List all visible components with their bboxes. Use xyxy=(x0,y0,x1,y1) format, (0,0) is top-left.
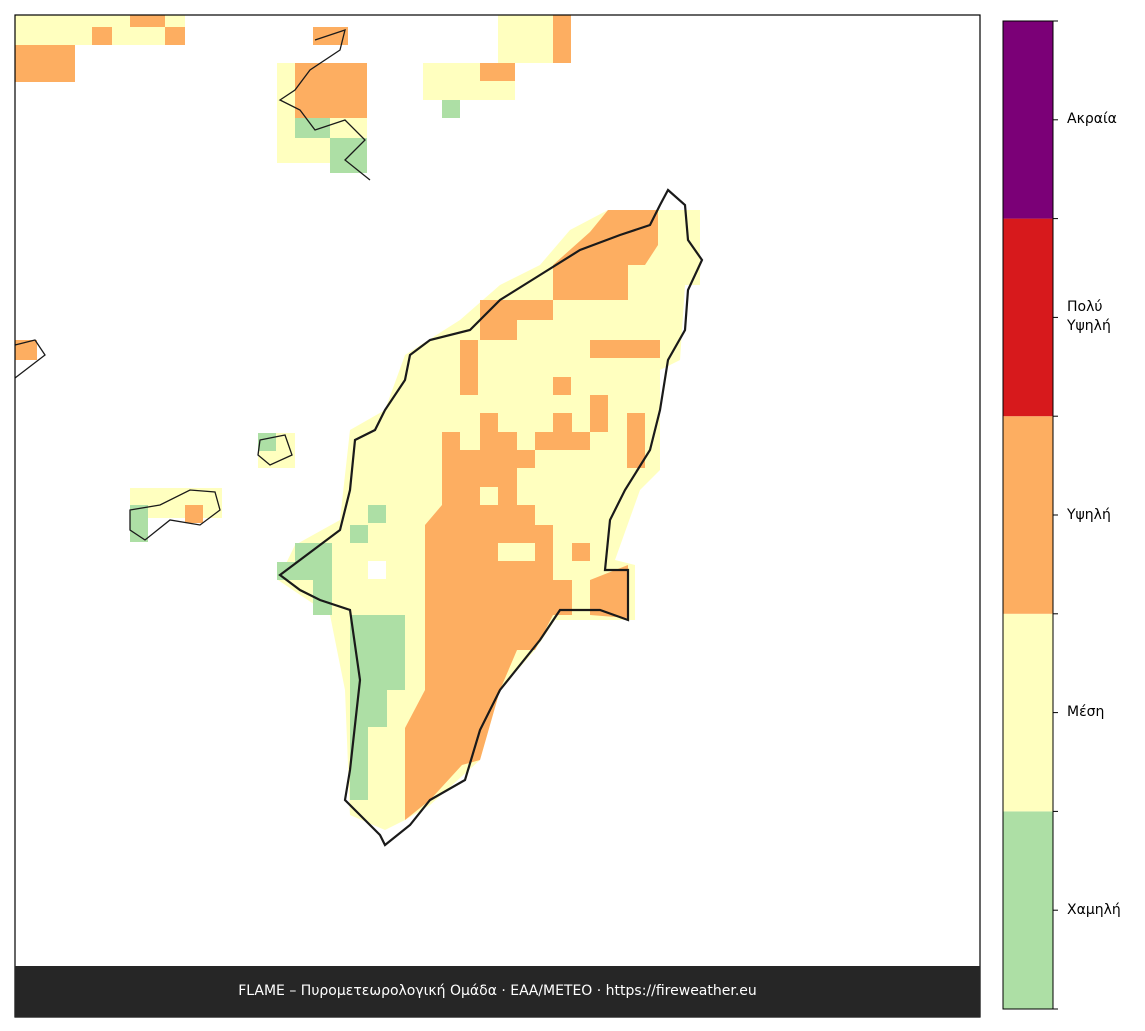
cell-area xyxy=(590,565,628,618)
cell-area xyxy=(277,543,332,615)
cell-area xyxy=(350,615,405,800)
cell-area xyxy=(480,63,515,81)
cell-area xyxy=(130,15,165,27)
cell-area xyxy=(572,543,590,561)
colorbar-label: Ακραία xyxy=(1067,111,1117,128)
colorbar-segment xyxy=(1003,21,1053,219)
colorbar-frame xyxy=(1002,20,1054,1010)
cell-area xyxy=(165,27,185,45)
footer: FLAME – Πυρομετεωρολογική Ομάδα · ΕΑΑ/ME… xyxy=(15,966,980,1017)
coastline xyxy=(14,29,371,541)
cell-area xyxy=(368,505,386,523)
cell-area xyxy=(553,15,571,63)
colorbar-label: Μέση xyxy=(1067,704,1105,721)
cell-area xyxy=(590,395,608,432)
map xyxy=(14,15,704,847)
colorbar xyxy=(1002,20,1058,1010)
colorbar-segment xyxy=(1003,218,1053,417)
colorbar-label: Χαμηλή xyxy=(1067,901,1121,918)
cell-area xyxy=(480,487,498,505)
cell-area xyxy=(480,300,553,340)
cell-area xyxy=(313,27,348,45)
colorbar-segment xyxy=(1003,811,1053,1009)
cell-area xyxy=(258,433,276,451)
cell-area xyxy=(405,413,590,820)
cell-area xyxy=(350,525,368,543)
cell-area xyxy=(627,413,645,468)
cell-area xyxy=(553,210,658,300)
colorbar-segment xyxy=(1003,613,1053,812)
coastline xyxy=(278,188,704,847)
cell-area xyxy=(553,377,571,395)
cell-area xyxy=(185,505,203,523)
colorbar-label: Πολύ Υψηλή xyxy=(1067,299,1111,335)
cell-area xyxy=(460,340,478,395)
cell-area xyxy=(590,340,660,358)
colorbar-segment xyxy=(1003,416,1053,614)
cell-area xyxy=(498,543,535,561)
cell-area xyxy=(92,27,112,45)
map-frame xyxy=(14,14,981,1018)
cell-area xyxy=(368,561,386,579)
colorbar-label: Υψηλή xyxy=(1067,506,1111,523)
cell-area xyxy=(295,118,330,138)
cell-area xyxy=(15,340,37,360)
cell-area xyxy=(15,45,75,82)
cell-area xyxy=(442,100,460,118)
cell-area xyxy=(295,63,367,118)
